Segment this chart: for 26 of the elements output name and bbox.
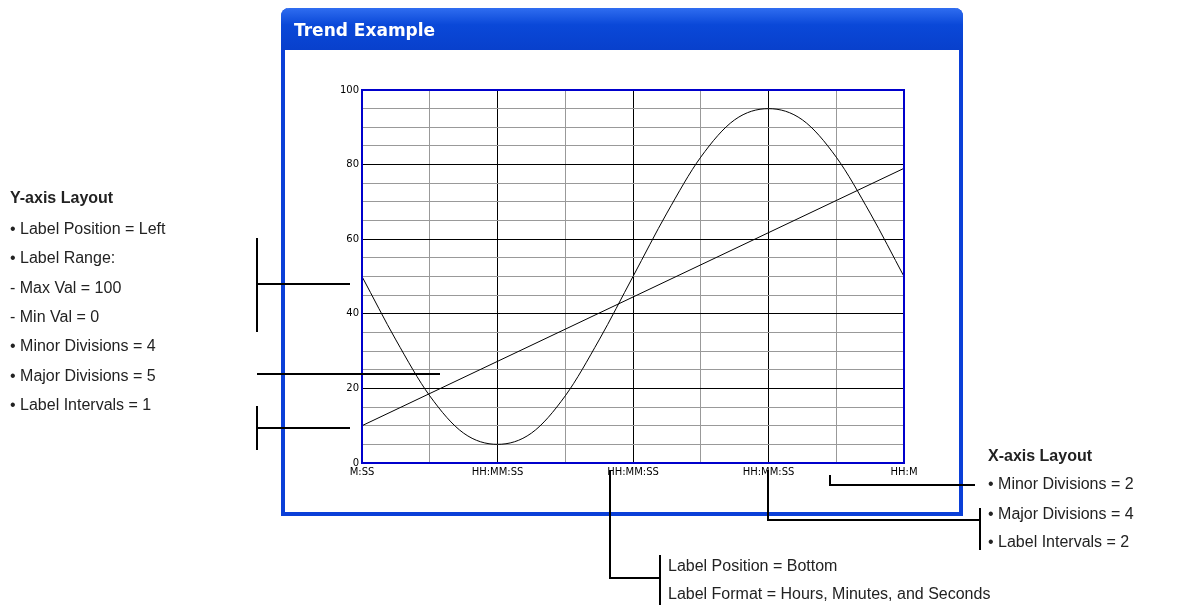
text: Label Position = Bottom: [668, 556, 838, 576]
text: • Major Divisions = 5: [10, 365, 156, 386]
text: - Min Val = 0: [10, 306, 100, 327]
text: - Max Val = 100: [10, 277, 122, 298]
text: • Minor Divisions = 2: [988, 474, 1134, 494]
text: Label Format = Hours, Minutes, and Seconds: [668, 584, 991, 604]
y-tick-label: 40: [346, 307, 359, 319]
x-tick-label: HH:MM:SS: [471, 465, 524, 477]
text: • Label Intervals = 1: [10, 394, 152, 415]
text: • Label Position = Left: [10, 219, 166, 239]
x-tick-label: HH:MM:SS: [742, 465, 795, 477]
y-tick-label: 20: [346, 381, 359, 393]
text: • Major Divisions = 4: [988, 504, 1134, 524]
text: • Label Range:: [10, 248, 116, 269]
x-tick-label: M:SS: [349, 465, 375, 477]
y-tick-label: 80: [346, 158, 359, 170]
x-tick-label: HH:M: [890, 465, 918, 477]
text: X-axis Layout: [988, 446, 1093, 466]
y-tick-label: 0: [352, 456, 359, 468]
chart-title: Trend Example: [294, 20, 436, 40]
y-tick-label: 100: [339, 83, 359, 95]
text: • Minor Divisions = 4: [10, 336, 156, 357]
x-tick-label: HH:MM:SS: [607, 465, 659, 477]
text: • Label Intervals = 2: [988, 532, 1130, 552]
text: Y-axis Layout: [10, 188, 114, 208]
y-tick-label: 60: [346, 232, 359, 244]
